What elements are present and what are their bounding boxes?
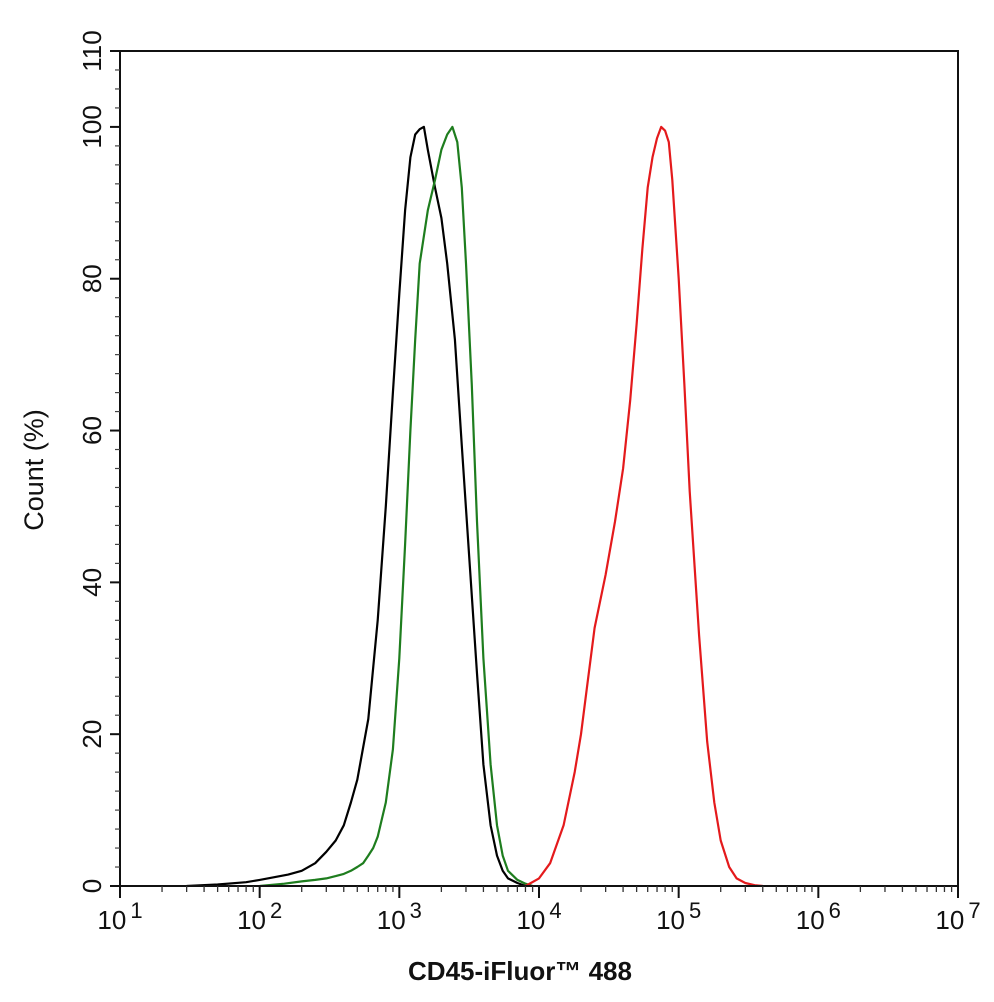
y-tick-label: 100	[77, 105, 107, 148]
plot-frame	[119, 50, 959, 887]
series-line-2	[259, 125, 533, 888]
x-tick-label: 10 4	[516, 898, 561, 935]
x-tick-label: 10 5	[656, 898, 701, 935]
y-tick-label: 110	[77, 30, 107, 71]
x-tick-label: 10 6	[796, 898, 841, 935]
x-tick-label: 10 7	[935, 898, 980, 935]
y-tick-label: 80	[77, 264, 107, 293]
x-axis-title: CD45-iFluor™ 488	[408, 956, 632, 986]
y-tick-label: 40	[77, 568, 107, 597]
series-line-3	[524, 125, 763, 888]
axes: 10 1 10 2 10 3 10 4 10 5 10 6 10 7 0 20 40 60 80 100 110	[77, 30, 981, 935]
x-tick-label: 10 2	[237, 898, 282, 935]
y-tick-label: 0	[77, 879, 107, 893]
plot-area	[186, 125, 763, 888]
x-tick-label: 10 1	[97, 898, 142, 935]
y-tick-label: 20	[77, 720, 107, 749]
series-line-1	[186, 125, 526, 888]
y-axis-title: Count (%)	[19, 409, 49, 531]
x-tick-label: 10 3	[377, 898, 422, 935]
y-tick-label: 60	[77, 416, 107, 445]
